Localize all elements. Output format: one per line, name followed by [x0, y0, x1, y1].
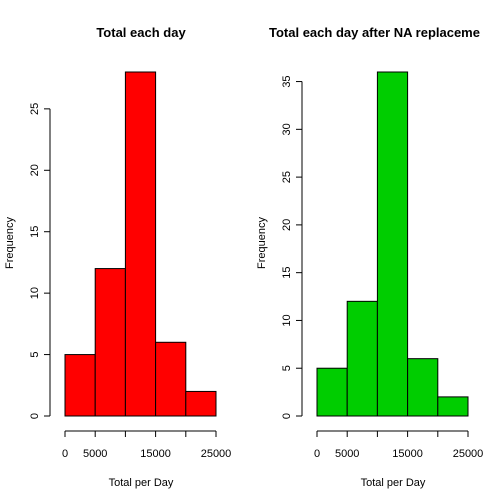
- y-tick-label: 25: [281, 171, 293, 183]
- x-tick-label: 5000: [335, 448, 359, 460]
- y-tick-label: 30: [281, 123, 293, 135]
- histogram-bar: [64, 354, 96, 417]
- x-tick-label: 25000: [201, 448, 232, 460]
- y-axis-label: Frequency: [256, 217, 268, 269]
- histogram-bar: [437, 396, 469, 417]
- y-tick-label: 5: [281, 365, 293, 371]
- histogram-bar: [155, 341, 187, 417]
- histogram-bar: [316, 367, 348, 417]
- x-axis-label: Total per Day: [361, 477, 426, 489]
- y-tick-label: 35: [281, 75, 293, 87]
- histogram-bar: [376, 71, 409, 417]
- x-axis-label: Total per Day: [109, 477, 174, 489]
- histogram-panel-after-na-replacement: Total each day after NA replaceme Total …: [256, 25, 483, 489]
- histogram-bar: [185, 390, 217, 417]
- chart-title: Total each day: [96, 25, 186, 40]
- chart-title: Total each day after NA replaceme: [269, 25, 480, 40]
- y-tick-label: 10: [29, 287, 41, 299]
- x-tick-label: 25000: [453, 448, 484, 460]
- x-tick-label: 5000: [83, 448, 107, 460]
- y-axis-label: Frequency: [4, 217, 16, 269]
- y-tick-label: 10: [281, 314, 293, 326]
- y-tick-label: 5: [29, 352, 41, 358]
- y-tick-label: 15: [281, 267, 293, 279]
- histogram-bar: [346, 300, 378, 417]
- x-tick-label: 0: [62, 448, 68, 460]
- y-tick-label: 25: [29, 103, 41, 115]
- y-tick-label: 20: [29, 164, 41, 176]
- histogram-bar: [124, 71, 157, 417]
- y-tick-label: 0: [281, 413, 293, 419]
- y-tick-label: 15: [29, 226, 41, 238]
- histogram-bar: [407, 358, 439, 417]
- y-tick-label: 20: [281, 219, 293, 231]
- x-tick-label: 0: [314, 448, 320, 460]
- histogram-bar: [94, 268, 126, 417]
- x-tick-label: 15000: [392, 448, 423, 460]
- y-tick-label: 0: [29, 413, 41, 419]
- x-tick-label: 15000: [140, 448, 171, 460]
- histogram-panel-total-each-day: Total each day Total per Day Frequency 0…: [4, 25, 231, 489]
